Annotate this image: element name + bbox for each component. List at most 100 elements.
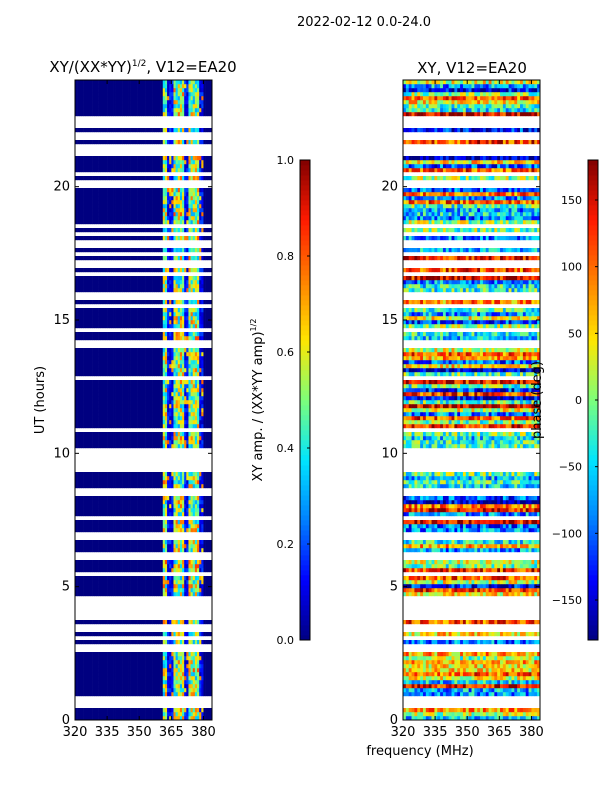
heatmap-cell [154, 324, 157, 329]
heatmap-cell [182, 576, 185, 581]
heatmap-cell [107, 392, 110, 397]
heatmap-cell [182, 420, 185, 425]
heatmap-cell [137, 416, 140, 421]
heatmap-cell [143, 300, 146, 305]
heatmap-cell [100, 592, 104, 597]
heatmap-cell [126, 660, 129, 665]
heatmap-cell [194, 508, 198, 513]
heatmap-cell [117, 424, 121, 429]
heatmap-cell [171, 300, 174, 305]
heatmap-cell [113, 368, 116, 373]
heatmap-cell [143, 692, 146, 697]
heatmap-cell [199, 320, 202, 325]
heatmap-cell [186, 396, 189, 401]
heatmap-cell [92, 576, 95, 581]
heatmap-cell [145, 660, 149, 665]
heatmap-cell [139, 300, 142, 305]
heatmap-cell [209, 396, 213, 401]
heatmap-cell [209, 352, 213, 357]
heatmap-cell [156, 656, 159, 661]
heatmap-cell [141, 364, 144, 369]
heatmap-cell [128, 364, 131, 369]
heatmap-cell [141, 564, 144, 569]
heatmap-cell [130, 708, 134, 713]
heatmap-cell [162, 480, 166, 485]
heatmap-cell [98, 356, 101, 361]
heatmap-cell [89, 680, 93, 685]
heatmap-cell [164, 568, 168, 573]
heatmap-cell [113, 480, 116, 485]
heatmap-cell [177, 588, 181, 593]
heatmap-cell [113, 484, 116, 489]
heatmap-cell [109, 336, 112, 341]
heatmap-cell [201, 508, 204, 513]
heatmap-cell [190, 508, 194, 513]
heatmap-cell [75, 408, 78, 413]
heatmap-cell [162, 324, 166, 329]
heatmap-cell [111, 476, 114, 481]
heatmap-cell [209, 440, 213, 445]
heatmap-cell [87, 256, 91, 261]
heatmap-cell [111, 420, 114, 425]
heatmap-cell [186, 496, 189, 501]
heatmap-cell [173, 356, 176, 361]
heatmap-cell [184, 424, 187, 429]
heatmap-cell [83, 316, 86, 321]
heatmap-cell [205, 268, 209, 273]
heatmap-cell [143, 568, 146, 573]
heatmap-cell [130, 664, 134, 669]
heatmap-cell [145, 684, 149, 689]
heatmap-cell [134, 592, 138, 597]
heatmap-cell [197, 432, 200, 437]
heatmap-cell [117, 620, 121, 625]
heatmap-cell [149, 412, 153, 417]
heatmap-cell [190, 500, 194, 505]
heatmap-cell [201, 660, 204, 665]
heatmap-cell [113, 564, 116, 569]
heatmap-cell [124, 512, 127, 517]
heatmap-cell [130, 312, 134, 317]
heatmap-cell [145, 672, 149, 677]
heatmap-cell [164, 524, 168, 529]
heatmap-cell [130, 436, 134, 441]
heatmap-cell [94, 432, 97, 437]
heatmap-cell [132, 256, 136, 261]
heatmap-cell [92, 480, 95, 485]
heatmap-cell [122, 560, 125, 565]
heatmap-cell [194, 416, 198, 421]
heatmap-cell [122, 380, 125, 385]
heatmap-cell [173, 548, 176, 553]
heatmap-cell [186, 352, 189, 357]
heatmap-cell [160, 664, 164, 669]
heatmap-cell [107, 476, 110, 481]
heatmap-cell [134, 576, 138, 581]
heatmap-cell [75, 576, 78, 581]
heatmap-cell [152, 544, 155, 549]
heatmap-cell [79, 308, 82, 313]
heatmap-cell [147, 632, 151, 637]
heatmap-cell [197, 476, 200, 481]
heatmap-cell [128, 476, 131, 481]
heatmap-cell [79, 688, 82, 693]
heatmap-cell [203, 400, 206, 405]
heatmap-cell [192, 336, 196, 341]
heatmap-cell [143, 688, 146, 693]
heatmap-cell [145, 412, 149, 417]
heatmap-cell [89, 584, 93, 589]
heatmap-cell [179, 620, 183, 625]
heatmap-cell [113, 348, 116, 353]
heatmap-cell [113, 432, 116, 437]
heatmap-cell [77, 396, 80, 401]
heatmap-cell [149, 336, 153, 341]
heatmap-cell [147, 664, 151, 669]
heatmap-cell [190, 664, 194, 669]
heatmap-cell [79, 592, 82, 597]
heatmap-cell [115, 672, 119, 677]
heatmap-cell [141, 660, 144, 665]
heatmap-cell [139, 476, 142, 481]
heatmap-cell [207, 432, 211, 437]
heatmap-cell [194, 712, 198, 717]
heatmap-cell [149, 668, 153, 673]
heatmap-cell [197, 484, 200, 489]
heatmap-cell [167, 484, 170, 489]
